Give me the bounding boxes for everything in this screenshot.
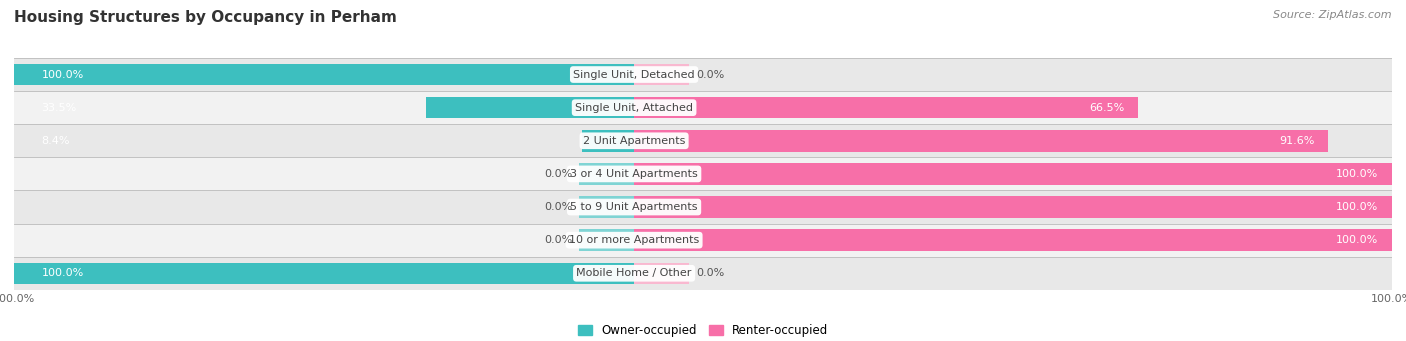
Text: 66.5%: 66.5% [1090,103,1125,113]
Bar [14,191,1392,224]
Bar [14,91,1392,124]
Text: 3 or 4 Unit Apartments: 3 or 4 Unit Apartments [571,169,697,179]
Bar [634,97,1137,118]
Bar [14,124,1392,157]
Text: 10 or more Apartments: 10 or more Apartments [569,235,699,245]
Text: 100.0%: 100.0% [42,70,84,79]
Text: 0.0%: 0.0% [544,202,572,212]
Bar [634,263,689,284]
Text: Mobile Home / Other: Mobile Home / Other [576,268,692,278]
Bar [426,97,634,118]
Bar [14,58,1392,91]
Bar [14,157,1392,191]
Text: 0.0%: 0.0% [544,169,572,179]
Text: 100.0%: 100.0% [1336,235,1378,245]
Text: Single Unit, Detached: Single Unit, Detached [574,70,695,79]
Bar [579,163,634,185]
Text: 100.0%: 100.0% [42,268,84,278]
Bar [582,130,634,151]
Bar [634,64,689,85]
Bar [14,257,1392,290]
Bar [14,263,634,284]
Bar [634,130,1329,151]
Text: 100.0%: 100.0% [1336,169,1378,179]
Bar [634,163,1392,185]
Text: Source: ZipAtlas.com: Source: ZipAtlas.com [1274,10,1392,20]
Bar [579,196,634,218]
Bar [634,229,1392,251]
Bar [14,224,1392,257]
Text: 33.5%: 33.5% [42,103,77,113]
Legend: Owner-occupied, Renter-occupied: Owner-occupied, Renter-occupied [572,320,834,341]
Text: 0.0%: 0.0% [696,268,724,278]
Text: 0.0%: 0.0% [544,235,572,245]
Text: 8.4%: 8.4% [42,136,70,146]
Text: 100.0%: 100.0% [1336,202,1378,212]
Text: 0.0%: 0.0% [696,70,724,79]
Text: 2 Unit Apartments: 2 Unit Apartments [583,136,685,146]
Bar [634,196,1392,218]
Text: Housing Structures by Occupancy in Perham: Housing Structures by Occupancy in Perha… [14,10,396,25]
Text: 91.6%: 91.6% [1279,136,1315,146]
Bar [14,64,634,85]
Text: 5 to 9 Unit Apartments: 5 to 9 Unit Apartments [571,202,697,212]
Text: Single Unit, Attached: Single Unit, Attached [575,103,693,113]
Bar [579,229,634,251]
